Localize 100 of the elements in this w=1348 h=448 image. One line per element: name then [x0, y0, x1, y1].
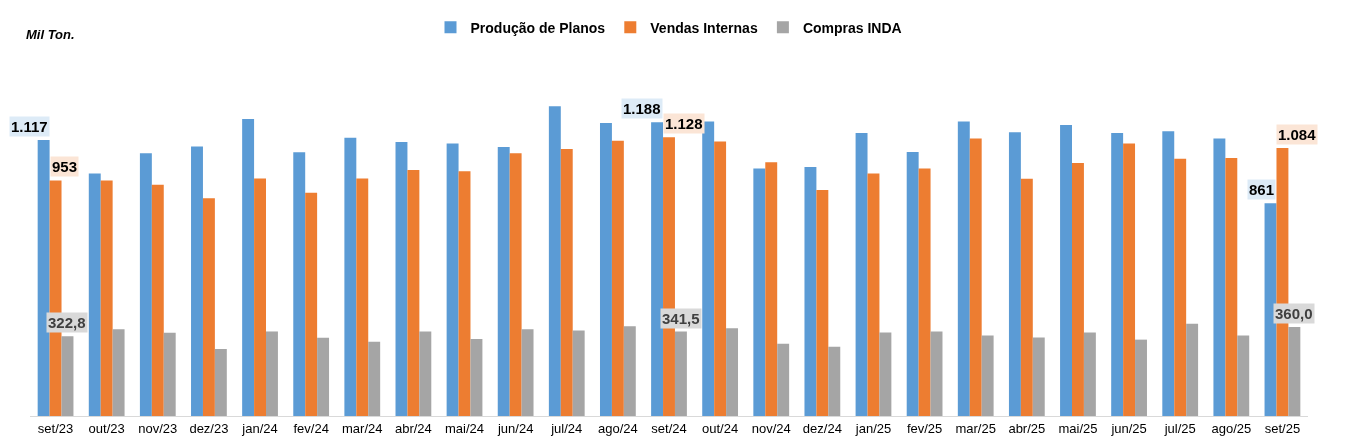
bar [458, 171, 471, 416]
bar [548, 106, 561, 416]
bar [1264, 203, 1277, 416]
bar [753, 168, 766, 416]
bar [1174, 158, 1187, 416]
bar [1008, 132, 1021, 416]
bar [344, 137, 357, 416]
legend-label: Vendas Internas [650, 19, 758, 36]
x-tick-label: nov/23 [138, 420, 178, 436]
x-tick-label: set/24 [651, 420, 687, 436]
x-tick-label: nov/24 [751, 420, 791, 436]
data-label: 360,0 [1275, 305, 1313, 322]
y-axis-title: Mil Ton. [26, 27, 75, 42]
bar [1135, 339, 1147, 416]
legend-label: Compras INDA [802, 19, 902, 36]
bar [879, 332, 892, 416]
bar [139, 153, 152, 416]
x-tick-label: fev/25 [906, 420, 943, 436]
x-tick-label: fev/24 [293, 420, 329, 436]
x-tick-label: mar/25 [955, 420, 996, 436]
x-tick-label: dez/23 [189, 420, 229, 436]
bar [1032, 337, 1045, 416]
bar [1213, 138, 1226, 416]
bar [651, 122, 664, 416]
bar [623, 326, 636, 416]
x-tick-label: abr/24 [394, 420, 432, 436]
bar [1123, 143, 1136, 416]
bar [100, 180, 113, 416]
bar [726, 328, 739, 416]
data-label: 1.117 [11, 118, 48, 135]
bar [867, 173, 880, 416]
x-tick-label: out/24 [702, 420, 739, 436]
data-label: 1.188 [623, 100, 661, 117]
bar [317, 337, 330, 416]
bar [572, 330, 585, 416]
bar [293, 152, 306, 416]
x-tick-label: jul/25 [1163, 420, 1196, 436]
bar [37, 139, 50, 416]
x-tick-label: mai/25 [1058, 420, 1098, 436]
bar [191, 146, 203, 416]
bar [1020, 178, 1033, 416]
x-tick-label: dez/24 [802, 420, 842, 436]
bar [1162, 131, 1175, 416]
bar [305, 192, 318, 416]
bar [509, 153, 522, 416]
bar [356, 178, 369, 416]
bar [816, 190, 829, 416]
bar [497, 147, 510, 416]
bar [407, 170, 420, 416]
bar [395, 141, 408, 416]
bar [1288, 327, 1301, 416]
bar [918, 168, 931, 416]
bar [446, 143, 459, 416]
bar [611, 140, 624, 416]
bar [828, 346, 841, 416]
bar [254, 178, 266, 416]
data-label: 953 [52, 158, 78, 175]
bar [470, 338, 483, 416]
bar [112, 329, 125, 416]
bar [88, 173, 101, 416]
x-tick-label: ago/24 [598, 420, 638, 436]
bar [1237, 335, 1250, 416]
bar [521, 329, 534, 416]
bar [674, 331, 687, 416]
bar [702, 121, 715, 416]
x-tick-label: mar/24 [342, 420, 383, 436]
x-tick-label: abr/25 [1008, 420, 1046, 436]
bar [1186, 323, 1199, 416]
bar [906, 152, 919, 416]
legend-label: Produção de Planos [470, 19, 606, 36]
bar [266, 331, 278, 416]
bar [560, 149, 573, 416]
x-tick-label: set/23 [37, 420, 74, 436]
x-tick-label: jan/24 [241, 420, 278, 436]
bar [930, 331, 943, 416]
bar [242, 118, 255, 416]
bar [419, 331, 432, 416]
x-tick-label: set/25 [1264, 420, 1301, 436]
data-label: 341,5 [662, 310, 700, 327]
x-tick-label: jun/24 [496, 420, 534, 436]
bar [368, 341, 381, 416]
x-tick-label: jun/25 [1110, 420, 1147, 436]
data-label: 1.084 [1278, 126, 1317, 143]
bar [599, 123, 612, 416]
x-tick-label: mai/24 [445, 420, 485, 436]
bar [714, 141, 727, 416]
bar [1072, 162, 1084, 416]
bar [214, 349, 227, 416]
x-tick-label: out/23 [88, 420, 125, 436]
bar [1225, 157, 1238, 416]
x-tick-label: jul/24 [550, 420, 583, 436]
bar [1111, 132, 1124, 416]
bar [777, 343, 790, 416]
data-label: 322,8 [48, 314, 86, 331]
bar [804, 167, 817, 416]
x-tick-label: jan/25 [854, 420, 892, 436]
bar [981, 335, 994, 416]
bar [61, 336, 74, 416]
bar [957, 121, 970, 416]
data-label: 861 [1249, 181, 1275, 198]
